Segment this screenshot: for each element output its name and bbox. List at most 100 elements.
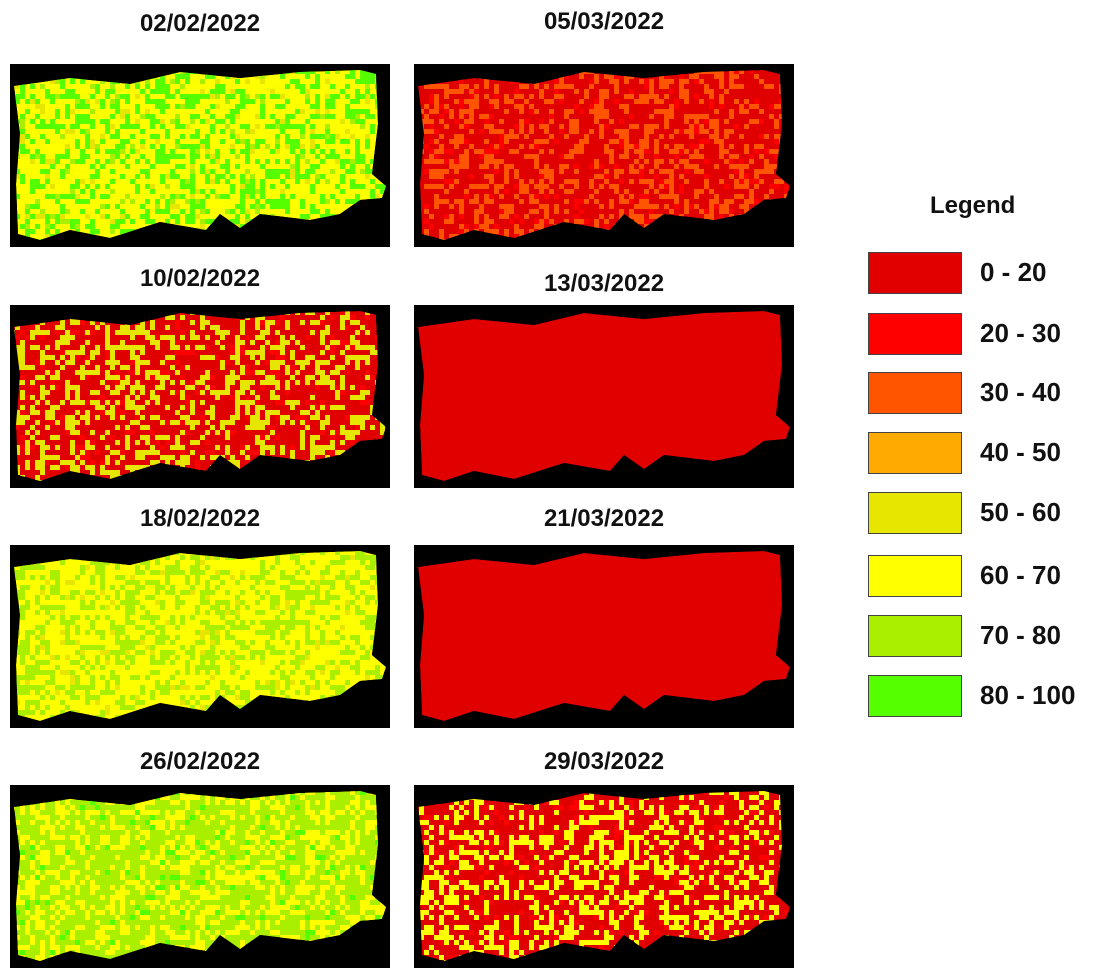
raster-cell: [484, 224, 489, 229]
raster-cell: [160, 124, 165, 129]
raster-cell: [185, 665, 190, 670]
raster-cell: [499, 209, 504, 214]
raster-cell: [85, 475, 90, 480]
raster-cell: [220, 164, 225, 169]
raster-cell: [215, 695, 220, 700]
raster-cell: [185, 94, 190, 99]
raster-cell: [315, 179, 320, 184]
raster-cell: [150, 124, 155, 129]
raster-cell: [50, 385, 55, 390]
raster-cell: [345, 311, 350, 315]
raster-cell: [95, 325, 100, 330]
raster-cell: [514, 149, 519, 154]
raster-cell: [275, 124, 280, 129]
raster-cell: [594, 104, 599, 109]
raster-cell: [325, 199, 330, 204]
raster-cell: [120, 630, 125, 635]
raster-cell: [215, 690, 220, 695]
raster-cell: [290, 420, 295, 425]
raster-cell: [659, 109, 664, 114]
raster-cell: [115, 154, 120, 159]
raster-cell: [45, 390, 50, 395]
raster-cell: [689, 234, 694, 239]
raster-cell: [639, 94, 644, 99]
raster-cell: [170, 345, 175, 350]
raster-cell: [290, 620, 295, 625]
raster-cell: [449, 64, 454, 69]
raster-cell: [749, 154, 754, 159]
raster-cell: [544, 139, 549, 144]
raster-cell: [679, 159, 684, 164]
raster-cell: [265, 715, 270, 720]
raster-cell: [15, 570, 20, 575]
raster-cell: [90, 715, 95, 720]
raster-cell: [70, 184, 75, 189]
raster-cell: [624, 134, 629, 139]
raster-cell: [784, 189, 789, 194]
raster-cell: [449, 219, 454, 224]
raster-cell: [185, 795, 190, 800]
raster-cell: [120, 94, 125, 99]
raster-cell: [285, 675, 290, 680]
raster-cell: [619, 214, 624, 219]
raster-cell: [35, 410, 40, 415]
raster-cell: [380, 791, 385, 795]
raster-cell: [245, 670, 250, 675]
raster-cell: [130, 475, 135, 480]
raster-cell: [120, 124, 125, 129]
raster-cell: [205, 565, 210, 570]
raster-cell: [255, 209, 260, 214]
raster-cell: [549, 109, 554, 114]
raster-cell: [65, 144, 70, 149]
raster-cell: [300, 680, 305, 685]
raster-cell: [70, 580, 75, 585]
raster-cell: [145, 560, 150, 565]
raster-cell: [255, 144, 260, 149]
raster-cell: [260, 455, 265, 460]
raster-cell: [135, 600, 140, 605]
raster-cell: [210, 450, 215, 455]
raster-cell: [90, 560, 95, 565]
raster-cell: [90, 194, 95, 199]
raster-cell: [35, 670, 40, 675]
raster-cell: [35, 610, 40, 615]
raster-cell: [20, 179, 25, 184]
raster-cell: [230, 149, 235, 154]
raster-cell: [200, 204, 205, 209]
raster-cell: [265, 545, 270, 550]
raster-cell: [55, 214, 60, 219]
raster-cell: [250, 370, 255, 375]
raster-cell: [45, 410, 50, 415]
raster-cell: [240, 380, 245, 385]
raster-cell: [429, 159, 434, 164]
raster-cell: [265, 340, 270, 345]
raster-cell: [45, 725, 50, 728]
raster-map: [14, 545, 386, 728]
raster-cell: [240, 640, 245, 645]
raster-cell: [60, 630, 65, 635]
raster-cell: [240, 340, 245, 345]
raster-cell: [170, 545, 175, 550]
raster-cell: [45, 174, 50, 179]
raster-cell: [220, 810, 225, 815]
raster-cell: [20, 715, 25, 720]
raster-cell: [418, 204, 419, 209]
raster-cell: [604, 244, 609, 247]
raster-cell: [360, 184, 365, 189]
raster-cell: [110, 800, 115, 805]
raster-cell: [444, 104, 449, 109]
raster-cell: [270, 239, 275, 240]
raster-cell: [50, 194, 55, 199]
raster-cell: [25, 705, 30, 710]
raster-cell: [180, 234, 185, 239]
raster-cell: [220, 365, 225, 370]
raster-cell: [120, 114, 125, 119]
raster-cell: [659, 84, 664, 89]
raster-cell: [100, 395, 105, 400]
raster-cell: [55, 420, 60, 425]
raster-cell: [459, 139, 464, 144]
raster-cell: [365, 89, 370, 94]
raster-cell: [180, 450, 185, 455]
raster-cell: [130, 79, 135, 84]
raster-cell: [789, 94, 790, 99]
